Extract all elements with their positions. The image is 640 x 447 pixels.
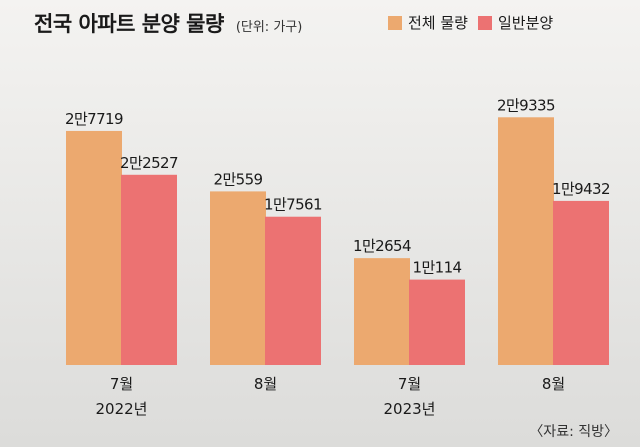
value-label-total-4: 2만9335 <box>497 96 555 114</box>
bar-total-3 <box>354 258 410 365</box>
bar-general-2 <box>265 216 321 365</box>
bar-total-2 <box>210 191 266 365</box>
value-label-total-2: 2만559 <box>214 170 263 188</box>
legend-item-total: 전체 물량 <box>388 12 468 33</box>
year-label-3: 2023년 <box>384 400 436 418</box>
unit-note: (단위: 가구) <box>235 20 303 35</box>
legend-swatch-total <box>388 15 402 30</box>
bar-general-4 <box>553 200 609 365</box>
category-label-1: 7월 <box>110 375 133 393</box>
year-label-1: 2022년 <box>96 400 148 418</box>
category-label-3: 7월 <box>398 375 421 393</box>
value-label-general-3: 1만114 <box>413 259 462 277</box>
legend-item-general: 일반분양 <box>477 12 554 33</box>
value-label-total-1: 2만7719 <box>65 110 123 128</box>
value-label-total-3: 1만2654 <box>353 237 411 255</box>
bar-total-4 <box>498 117 554 365</box>
bar-total-1 <box>66 130 122 365</box>
category-label-4: 8월 <box>542 375 565 393</box>
legend-label-total: 전체 물량 <box>408 14 468 32</box>
legend-label-general: 일반분양 <box>497 14 554 32</box>
chart-header: 전국 아파트 분양 물량 (단위: 가구) <box>34 8 302 38</box>
bar-general-1 <box>121 174 177 365</box>
source-note: 〈자료: 직방〉 <box>529 424 618 440</box>
value-label-general-4: 1만9432 <box>552 180 610 198</box>
value-label-general-1: 2만2527 <box>120 154 178 172</box>
legend: 전체 물량 일반분양 <box>388 12 553 33</box>
bar-general-3 <box>409 279 465 365</box>
legend-swatch-general <box>477 15 492 30</box>
category-label-2: 8월 <box>254 375 277 393</box>
value-label-general-2: 1만7561 <box>264 196 322 214</box>
chart-title: 전국 아파트 분양 물량 <box>34 12 224 36</box>
